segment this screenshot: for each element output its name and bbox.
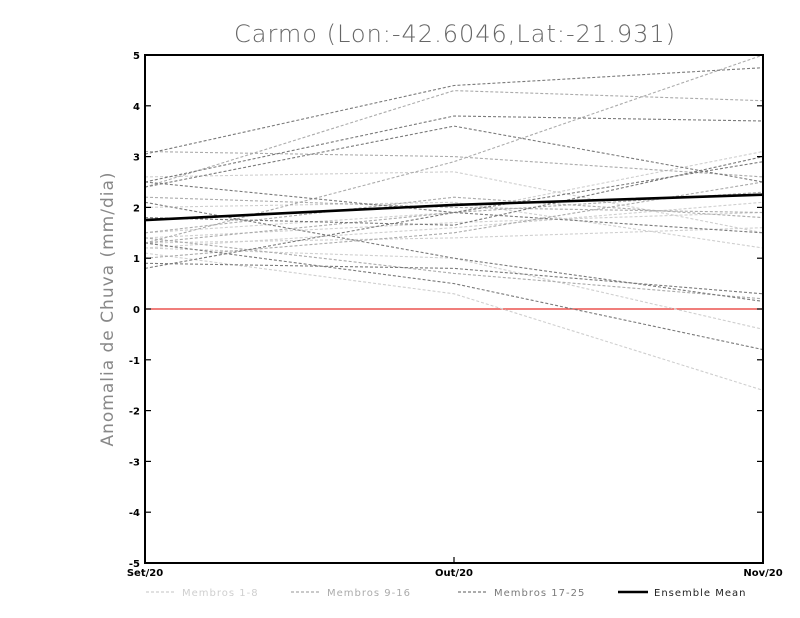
series-line-m23: [145, 242, 763, 351]
y-tick-label: 4: [133, 102, 140, 113]
y-tick-label: -5: [129, 559, 140, 570]
x-tick-label: Set/20: [127, 568, 163, 579]
y-tick-label: 3: [133, 153, 140, 164]
legend-label: Membros 1-8: [182, 588, 259, 599]
series-line-m25: [145, 201, 763, 302]
chart-title: Carmo (Lon:-42.6046,Lat:-21.931): [234, 20, 676, 48]
y-tick-label: -3: [129, 457, 140, 468]
series-line-m8: [145, 247, 763, 330]
series-line-m15: [145, 181, 763, 259]
series-line-m21: [145, 211, 763, 269]
x-tick-label: Out/20: [435, 568, 473, 579]
y-tick-label: 5: [133, 51, 140, 62]
y-tick-label: -4: [129, 508, 140, 519]
y-axis-label: Anomalia de Chuva (mm/dia): [98, 171, 118, 446]
series-line-m18: [145, 125, 763, 188]
series-line-m7: [145, 201, 763, 249]
legend-label: Ensemble Mean: [654, 588, 746, 599]
series-line-m24: [145, 156, 763, 226]
series-line-m17: [145, 67, 763, 155]
legend: Membros 1-8 Membros 9-16 Membros 17-25 Ense…: [146, 588, 746, 599]
y-tick-label: 0: [133, 305, 140, 316]
series-line-m19: [145, 262, 763, 295]
y-tick-label: -2: [129, 407, 140, 418]
series-line-m2: [145, 227, 763, 244]
x-tick-label: Nov/20: [743, 568, 782, 579]
series-line-m5: [145, 211, 763, 239]
series-layer: [145, 55, 763, 391]
y-tick-label: 2: [133, 203, 140, 214]
series-line-m22: [145, 115, 763, 183]
series-line-m16: [145, 237, 763, 300]
series-line-ensemble-mean: [145, 193, 763, 222]
legend-label: Membros 17-25: [494, 588, 585, 599]
series-line-m3: [145, 171, 763, 234]
y-tick-label: -1: [129, 356, 140, 367]
series-line-m14: [145, 196, 763, 214]
series-line-m4: [145, 252, 763, 391]
series-line-m20: [145, 161, 763, 214]
y-tick-label: 1: [133, 254, 140, 265]
series-line-m1: [145, 150, 763, 234]
series-line-m9: [145, 150, 763, 178]
series-line-m10: [145, 90, 763, 188]
legend-label: Membros 9-16: [327, 588, 411, 599]
